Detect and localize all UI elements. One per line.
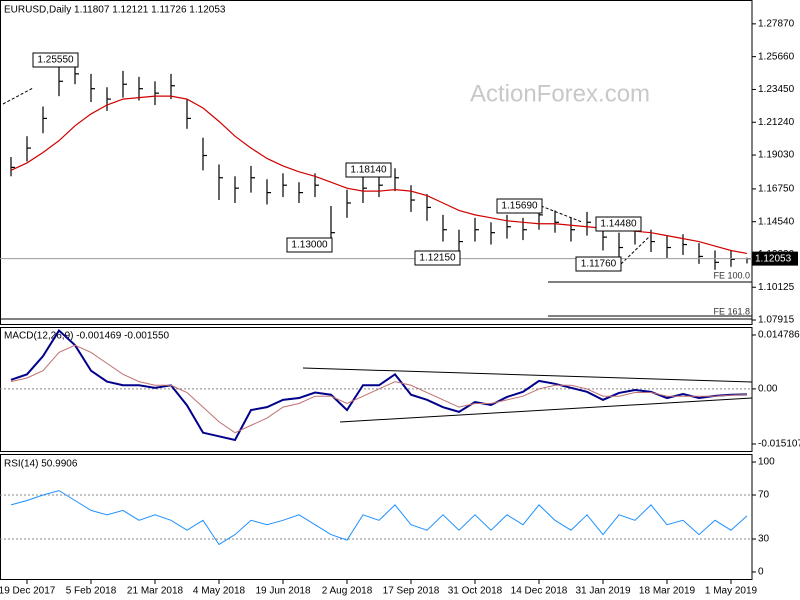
y-tick-label: 1.23450 (758, 84, 795, 95)
annotation-box (414, 250, 461, 266)
annotation-box (595, 216, 642, 232)
y-tick-label: 100 (758, 457, 775, 468)
annotation: 1.15690 (501, 201, 538, 212)
watermark: ActionForex.com (470, 80, 650, 107)
annotation: FE 100.0 (713, 270, 750, 280)
line (10, 344, 748, 434)
y-tick-label: 1.25660 (758, 51, 795, 62)
y-tick-label: 1.19030 (758, 150, 795, 161)
annotation: 1.25550 (37, 55, 74, 66)
y-tick-label: 1.27870 (758, 18, 795, 29)
last-price-label: 1.12053 (755, 253, 792, 264)
x-tick-label: 21 Mar 2018 (127, 586, 184, 597)
y-tick-label: 1.16750 (758, 184, 795, 195)
macd-title: MACD(12,26,9) -0.001469 -0.001550 (4, 331, 170, 342)
x-tick-label: 31 Oct 2018 (448, 586, 503, 597)
annotation: FE 161.8 (713, 306, 750, 316)
line (10, 329, 748, 442)
y-tick-label: 0.014786 (758, 330, 800, 341)
y-tick-label: 1.14540 (758, 216, 795, 227)
annotation-box (286, 237, 333, 253)
y-tick-label: 0.00 (758, 384, 778, 395)
macd-trend-line (302, 367, 753, 383)
last-price-box (752, 251, 798, 266)
x-tick-label: 5 Feb 2018 (66, 586, 117, 597)
macd-panel (0, 327, 753, 452)
x-tick-label: 18 Mar 2019 (639, 586, 696, 597)
y-tick-label: 30 (758, 534, 770, 545)
y-tick-label: 1.21240 (758, 117, 795, 128)
y-tick-label: 1.10125 (758, 282, 795, 293)
annotation-box (575, 256, 622, 272)
x-tick-label: 19 Dec 2017 (0, 586, 56, 597)
x-tick-label: 17 Sep 2018 (383, 586, 440, 597)
x-tick-label: 31 Jan 2019 (575, 586, 630, 597)
trend-line (2, 87, 34, 105)
y-tick-label: -0.015107 (758, 439, 800, 450)
line (10, 490, 748, 546)
annotation: 1.18140 (350, 165, 387, 176)
rsi-panel (0, 454, 753, 580)
trend-line (540, 205, 583, 223)
macd-trend-line (339, 397, 753, 423)
annotation-box (345, 162, 392, 178)
x-tick-label: 19 Jun 2018 (255, 586, 310, 597)
annotation: 1.14480 (600, 219, 637, 230)
price-panel (0, 0, 753, 325)
y-tick-label: 1.07915 (758, 315, 795, 326)
annotation: 1.11760 (581, 259, 617, 270)
y-tick-label: 0 (758, 567, 764, 578)
annotation: 1.13000 (291, 240, 328, 251)
x-tick-label: 2 Aug 2018 (322, 586, 373, 597)
x-tick-label: 4 May 2018 (193, 586, 246, 597)
trend-line (620, 235, 651, 265)
x-tick-label: 1 May 2019 (705, 586, 758, 597)
annotation-box (496, 198, 543, 214)
x-tick-label: 14 Dec 2018 (511, 586, 568, 597)
y-tick-label: 70 (758, 490, 770, 501)
annotation: 1.12150 (419, 253, 456, 264)
annotation-box (32, 52, 79, 68)
rsi-title: RSI(14) 50.9906 (4, 459, 78, 470)
chart-title: EURUSD,Daily 1.11807 1.12121 1.11726 1.1… (4, 5, 226, 16)
